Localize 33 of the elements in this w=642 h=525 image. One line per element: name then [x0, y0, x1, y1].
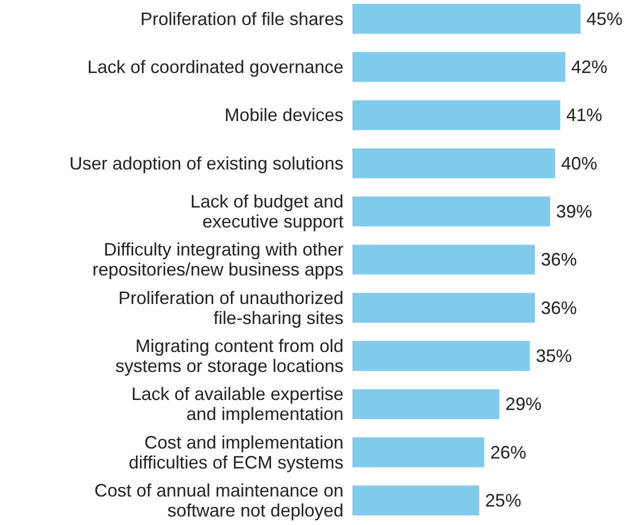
data-label: 26% — [490, 442, 526, 462]
bar — [352, 4, 580, 34]
bar — [352, 100, 560, 130]
data-label: 36% — [540, 250, 577, 270]
bar — [352, 437, 484, 468]
data-label: 25% — [485, 490, 522, 510]
y-tick-label: Cost of annual maintenance on software not deployed — [94, 480, 344, 520]
bar — [352, 486, 480, 516]
bar — [352, 196, 550, 226]
y-tick-label: Cost and implementation difficulties of ECM systems — [128, 432, 344, 472]
y-tick-label: Proliferation of file shares — [140, 8, 344, 29]
y-tick-label: Lack of coordinated governance — [87, 56, 344, 77]
bar — [352, 244, 535, 275]
data-label: 41% — [566, 105, 602, 126]
data-label: 36% — [540, 298, 577, 318]
bar — [352, 341, 530, 371]
y-tick-label: Difficulty integrating with other repositories/new business apps — [92, 240, 344, 280]
data-label: 29% — [505, 394, 542, 414]
bar — [352, 389, 500, 420]
bar — [352, 52, 566, 82]
bar — [352, 292, 535, 323]
data-label: 39% — [556, 201, 592, 222]
y-tick-label: User adoption of existing solutions — [69, 153, 344, 174]
y-tick-label: Mobile devices — [224, 105, 344, 126]
y-tick-label: Lack of budget and executive support — [190, 191, 344, 232]
data-label: 35% — [536, 346, 572, 366]
data-label: 42% — [571, 56, 608, 77]
y-tick-label: Migrating content from old systems or storage locations — [115, 336, 344, 376]
y-tick-label: Proliferation of unauthorized file-sharing sites — [118, 288, 344, 328]
data-label: 40% — [561, 153, 598, 174]
y-tick-label: Lack of available expertise and implementation — [131, 384, 344, 424]
data-label: 45% — [586, 8, 623, 29]
bar — [352, 148, 556, 178]
